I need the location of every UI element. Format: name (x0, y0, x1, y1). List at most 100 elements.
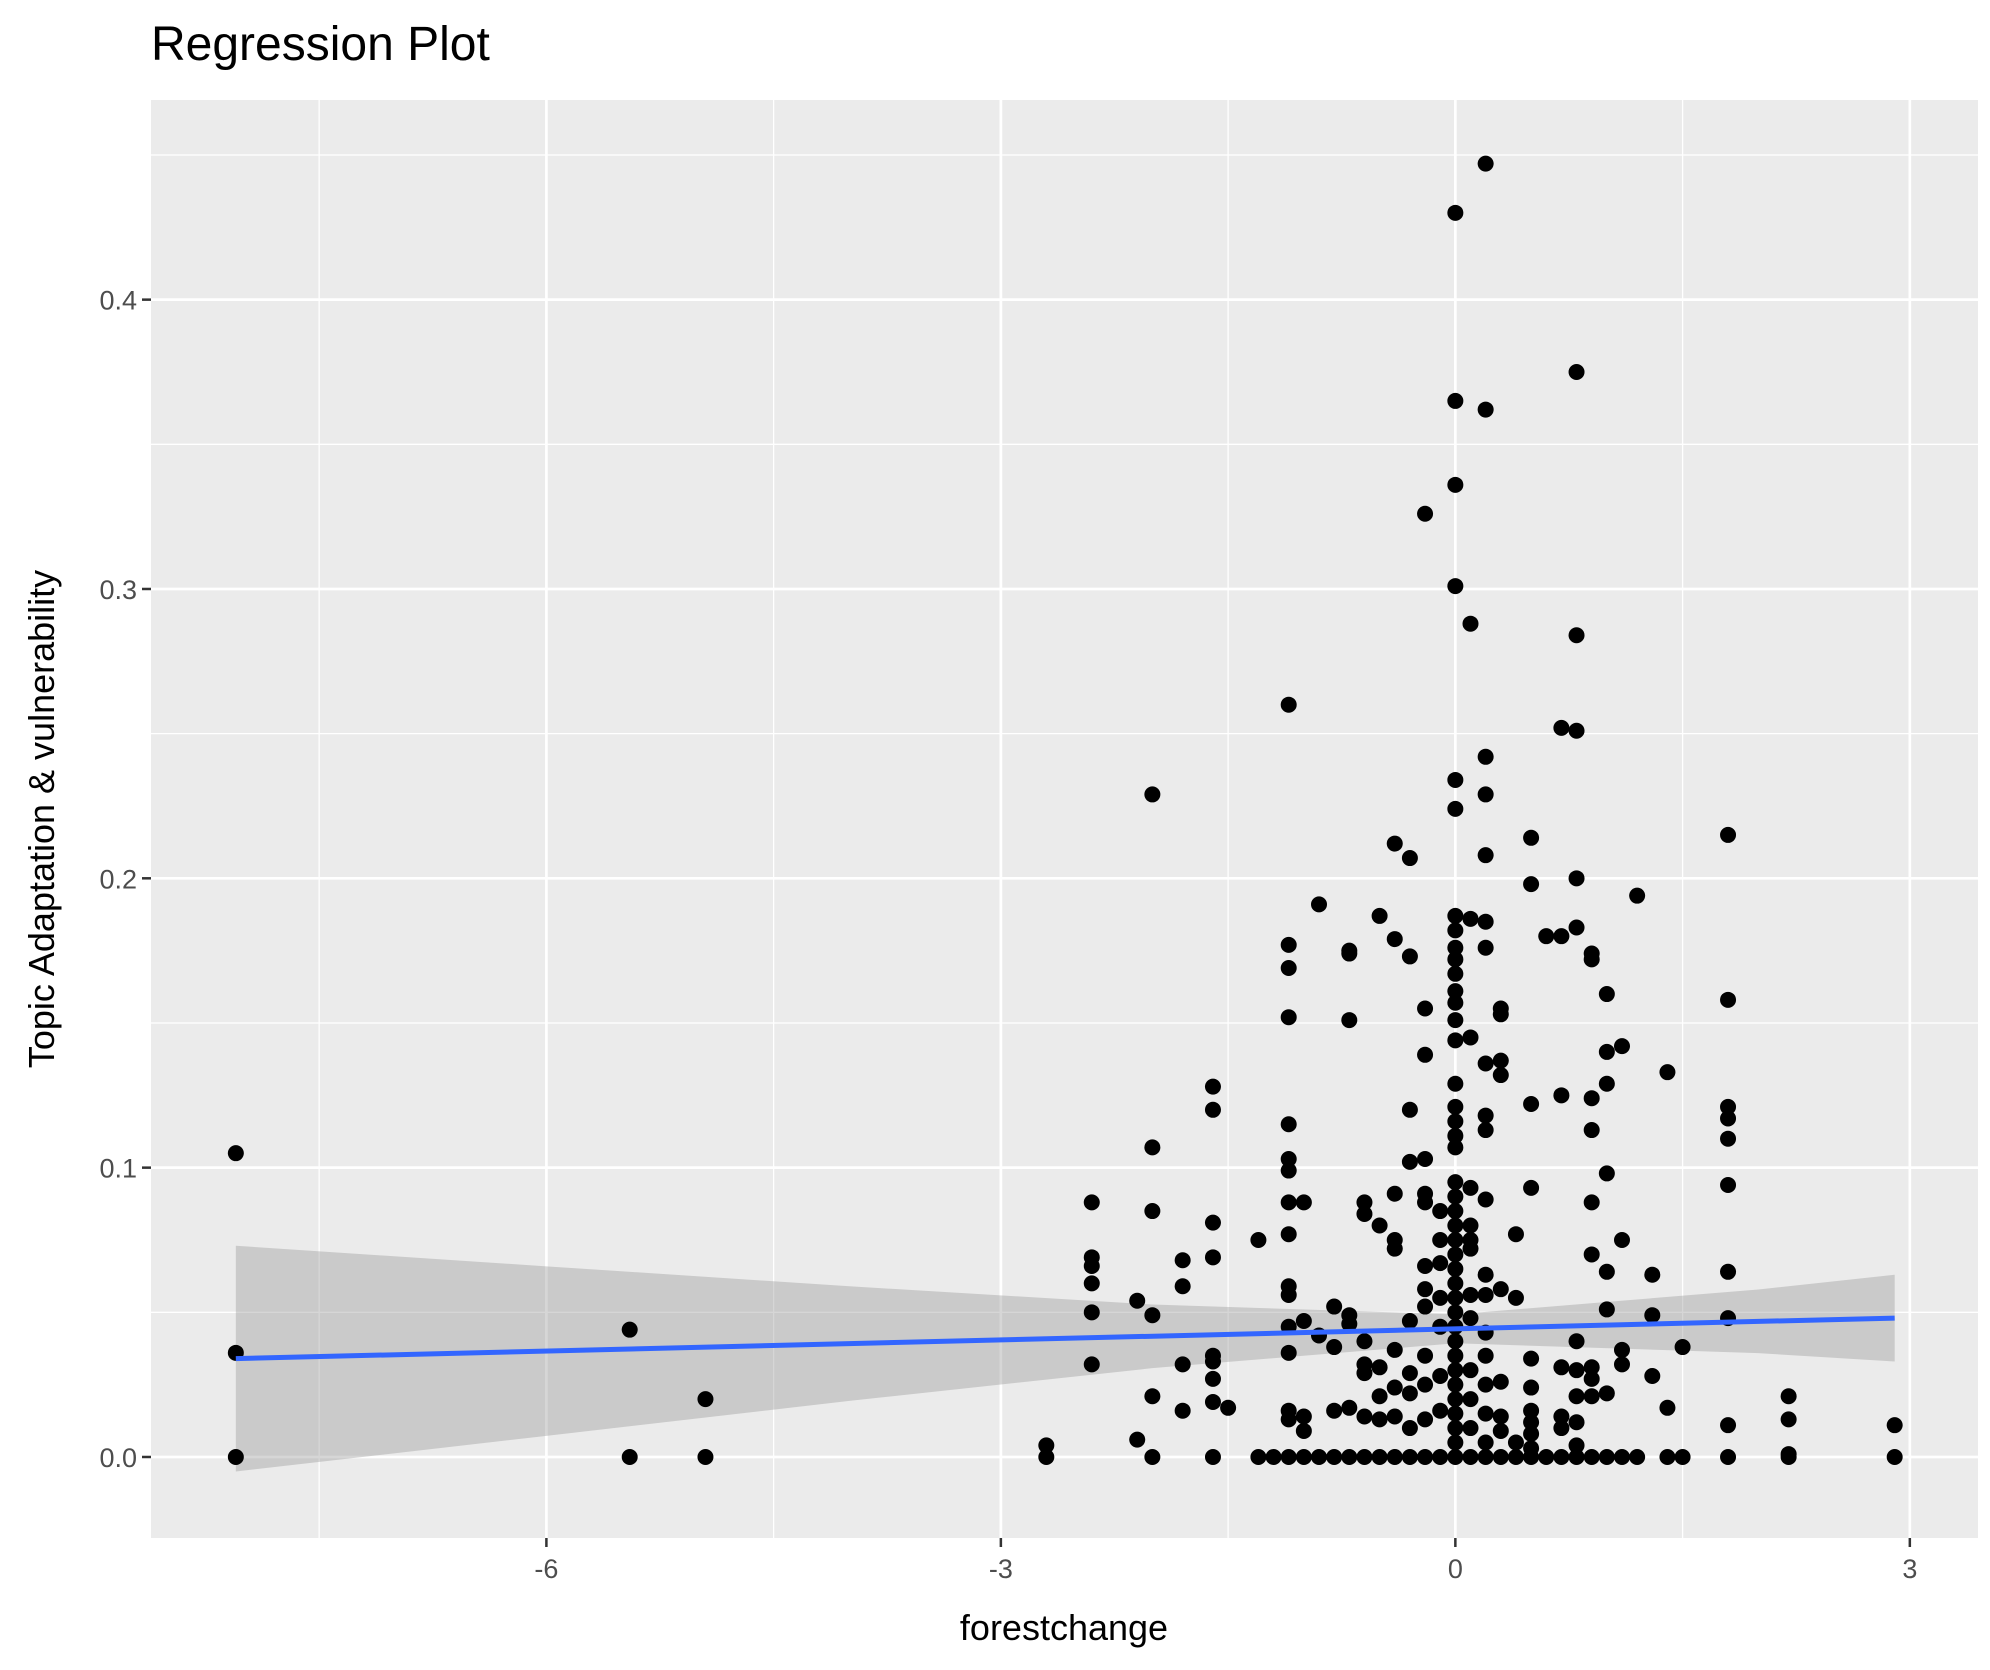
data-point (1129, 1431, 1146, 1448)
data-point (1583, 1090, 1600, 1107)
data-point (1492, 1373, 1509, 1390)
data-point (1432, 1448, 1449, 1465)
data-point (1477, 1055, 1494, 1072)
data-point (1598, 1043, 1615, 1060)
data-point (1568, 870, 1585, 887)
data-point (1447, 1448, 1464, 1465)
data-point (1204, 1249, 1221, 1266)
data-point (1447, 1246, 1464, 1263)
axes: -6 -3 0 3 0.0 0.1 0.2 0.3 0.4 (99, 286, 1917, 1584)
data-point (1447, 476, 1464, 493)
data-point (1083, 1356, 1100, 1373)
data-point (1720, 1448, 1737, 1465)
data-point (1401, 1448, 1418, 1465)
data-point (1523, 1095, 1540, 1112)
data-point (1386, 1185, 1403, 1202)
data-point (1477, 748, 1494, 765)
data-point (1356, 1365, 1373, 1382)
data-point (1386, 1341, 1403, 1358)
data-point (1417, 1347, 1434, 1364)
data-point (1447, 771, 1464, 788)
data-point (1568, 722, 1585, 739)
data-point (1477, 1107, 1494, 1124)
data-point (1447, 392, 1464, 409)
data-point (697, 1448, 714, 1465)
data-point (1280, 1448, 1297, 1465)
data-point (1462, 615, 1479, 632)
data-point (1447, 1012, 1464, 1029)
data-point (1280, 1150, 1297, 1167)
data-point (1204, 1394, 1221, 1411)
data-point (1553, 1408, 1570, 1425)
data-point (1265, 1448, 1282, 1465)
data-point (1432, 1255, 1449, 1272)
data-point (1507, 1448, 1524, 1465)
data-point (1568, 627, 1585, 644)
data-point (1583, 1359, 1600, 1376)
data-point (1038, 1448, 1055, 1465)
data-point (1447, 1075, 1464, 1092)
data-point (1720, 1177, 1737, 1194)
data-point (1083, 1275, 1100, 1292)
data-point (1477, 847, 1494, 864)
data-point (1417, 1298, 1434, 1315)
data-point (1523, 1402, 1540, 1419)
data-point (1462, 1391, 1479, 1408)
data-point (1401, 1153, 1418, 1170)
data-point (1613, 1356, 1630, 1373)
data-point (1492, 1408, 1509, 1425)
data-point (1477, 1286, 1494, 1303)
data-point (1523, 1425, 1540, 1442)
data-point (1477, 1347, 1494, 1364)
data-point (1129, 1292, 1146, 1309)
data-point (1477, 1376, 1494, 1393)
data-point (1447, 1434, 1464, 1451)
data-point (1507, 1226, 1524, 1243)
regression-line (235, 1315, 1895, 1362)
data-point (1462, 910, 1479, 927)
data-point (1341, 1399, 1358, 1416)
data-point (1462, 1310, 1479, 1327)
data-point (1477, 1448, 1494, 1465)
data-point (1477, 913, 1494, 930)
data-point (1492, 1448, 1509, 1465)
data-point (1280, 936, 1297, 953)
data-point (1598, 1301, 1615, 1318)
data-point (1280, 1226, 1297, 1243)
data-point (1598, 986, 1615, 1003)
y-tick-label: 0.1 (99, 1154, 137, 1184)
data-point (1477, 939, 1494, 956)
data-point (1447, 1362, 1464, 1379)
data-point (1295, 1422, 1312, 1439)
data-point (1447, 1217, 1464, 1234)
data-point (1038, 1437, 1055, 1454)
data-point (1417, 1000, 1434, 1017)
data-point (1492, 1422, 1509, 1439)
data-point (1568, 1388, 1585, 1405)
data-point (1280, 1162, 1297, 1179)
data-point (1629, 1448, 1646, 1465)
data-point (1144, 1448, 1161, 1465)
y-axis-title: Topic Adaptation & vulnerability (21, 570, 62, 1068)
data-point (1447, 922, 1464, 939)
data-point (1720, 1417, 1737, 1434)
data-point (1523, 1350, 1540, 1367)
data-point (1250, 1448, 1267, 1465)
data-point (1523, 1179, 1540, 1196)
data-point (1432, 1367, 1449, 1384)
data-point (1447, 1231, 1464, 1248)
data-point (1492, 1067, 1509, 1084)
data-point (1280, 1286, 1297, 1303)
y-tick-label: 0.3 (99, 575, 137, 605)
data-point (1144, 786, 1161, 803)
data-point (1598, 1075, 1615, 1092)
data-point (1204, 1353, 1221, 1370)
data-point (1447, 1333, 1464, 1350)
data-point (1523, 876, 1540, 893)
data-point (1280, 1116, 1297, 1133)
data-point (1720, 1263, 1737, 1280)
data-point (1371, 907, 1388, 924)
data-point (1886, 1417, 1903, 1434)
data-point (1417, 1376, 1434, 1393)
